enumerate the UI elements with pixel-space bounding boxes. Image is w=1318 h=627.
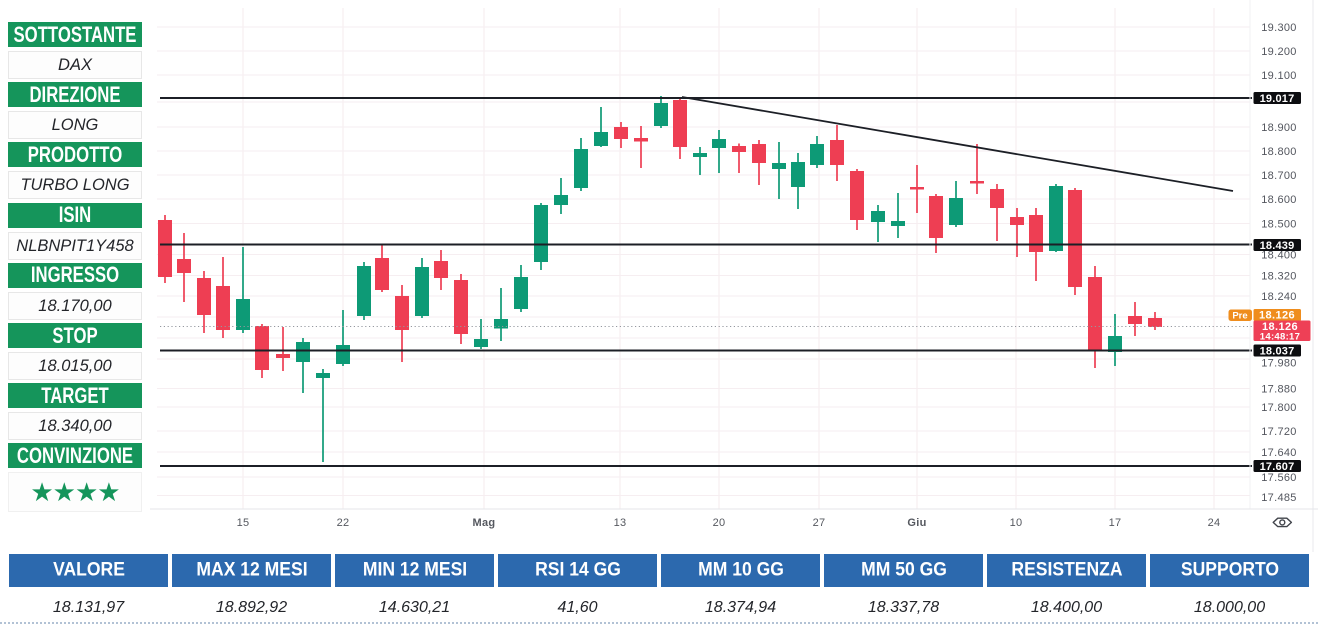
svg-text:Pre: Pre [1232,311,1247,322]
svg-text:22: 22 [337,517,350,529]
svg-text:17: 17 [1109,517,1122,529]
svg-text:Giu: Giu [907,517,926,529]
svg-text:19.100: 19.100 [1261,70,1296,82]
svg-text:14:48:17: 14:48:17 [1260,332,1300,343]
svg-text:17.607: 17.607 [1260,461,1295,473]
svg-text:18.439: 18.439 [1260,240,1295,252]
svg-text:10: 10 [1010,517,1023,529]
svg-text:24: 24 [1208,517,1221,529]
svg-text:17.640: 17.640 [1261,447,1296,459]
svg-text:18.037: 18.037 [1260,346,1295,358]
svg-text:18.500: 18.500 [1261,219,1296,231]
svg-text:13: 13 [614,517,627,529]
svg-text:18.126: 18.126 [1262,321,1298,333]
svg-text:17.560: 17.560 [1261,472,1296,484]
svg-text:18.400: 18.400 [1261,250,1296,262]
svg-text:18.900: 18.900 [1261,122,1296,134]
svg-text:18.126: 18.126 [1259,310,1295,322]
svg-text:20: 20 [713,517,726,529]
svg-text:17.720: 17.720 [1261,426,1296,438]
svg-text:19.300: 19.300 [1261,22,1296,34]
svg-text:18.800: 18.800 [1261,146,1296,158]
svg-text:18.600: 18.600 [1261,194,1296,206]
svg-text:17.880: 17.880 [1261,384,1296,396]
svg-text:18.700: 18.700 [1261,170,1296,182]
svg-text:Mag: Mag [473,517,496,529]
svg-text:18.320: 18.320 [1261,271,1296,283]
svg-text:27: 27 [813,517,826,529]
svg-text:17.800: 17.800 [1261,402,1296,414]
svg-text:17.980: 17.980 [1261,358,1296,370]
svg-text:17.485: 17.485 [1261,492,1296,504]
svg-text:19.200: 19.200 [1261,46,1296,58]
svg-text:15: 15 [237,517,250,529]
svg-text:18.240: 18.240 [1261,291,1296,303]
svg-text:19.017: 19.017 [1260,93,1295,105]
